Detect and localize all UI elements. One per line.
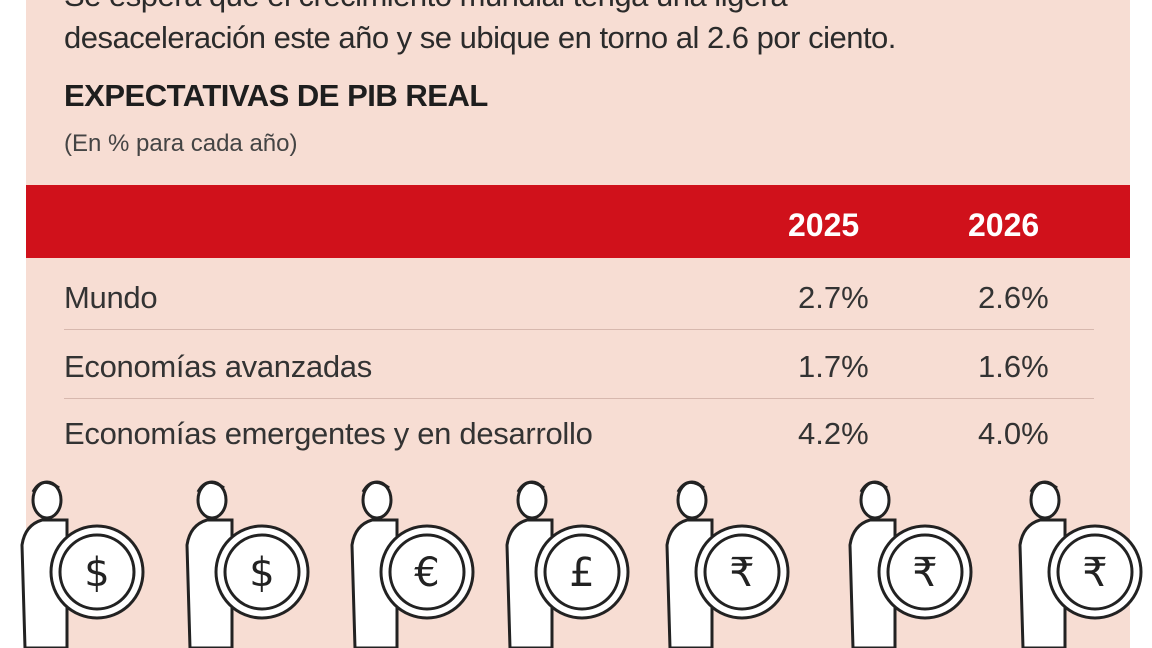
- row-divider: [64, 398, 1094, 399]
- column-header-2026: 2026: [968, 207, 1040, 243]
- person-with-dollar-coin: $: [20, 480, 145, 648]
- table-row: Economías avanzadas 1.7% 1.6%: [64, 331, 1094, 399]
- row-label: Mundo: [64, 280, 158, 315]
- table-row: Economías emergentes y en desarrollo 4.2…: [64, 398, 1094, 466]
- table-subtitle: (En % para cada año): [64, 130, 298, 157]
- svg-text:£: £: [569, 550, 594, 596]
- cell-2026: 4.0%: [978, 416, 1049, 451]
- svg-text:$: $: [249, 550, 274, 596]
- row-divider: [64, 329, 1094, 330]
- cell-2025: 1.7%: [798, 349, 869, 384]
- person-with-pound-coin: £: [505, 480, 630, 648]
- table-row: Mundo 2.7% 2.6%: [64, 262, 1094, 330]
- intro-line-2: desaceleración este año y se ubique en t…: [64, 20, 896, 55]
- cell-2025: 2.7%: [798, 280, 869, 315]
- row-label: Economías avanzadas: [64, 349, 372, 384]
- person-with-euro-coin: €: [350, 480, 475, 648]
- table-title: EXPECTATIVAS DE PIB REAL: [64, 78, 488, 113]
- cell-2025: 4.2%: [798, 416, 869, 451]
- person-with-rupee-coin: ₹: [848, 480, 973, 648]
- svg-text:₹: ₹: [1082, 550, 1107, 596]
- person-with-rupee-coin: ₹: [1018, 480, 1143, 648]
- cell-2026: 2.6%: [978, 280, 1049, 315]
- table-header: 2025 2026: [26, 185, 1130, 258]
- person-with-rupee-coin: ₹: [665, 480, 790, 648]
- svg-text:₹: ₹: [729, 550, 754, 596]
- svg-text:$: $: [84, 550, 109, 596]
- svg-text:₹: ₹: [912, 550, 937, 596]
- person-with-dollar-coin: $: [185, 480, 310, 648]
- row-label: Economías emergentes y en desarrollo: [64, 416, 593, 451]
- svg-text:€: €: [414, 550, 439, 596]
- intro-line-1: Se espera que el crecimiento mundial ten…: [64, 0, 788, 14]
- column-header-2025: 2025: [788, 207, 860, 243]
- people-with-coins-illustration: $ $ € £ ₹ ₹ ₹: [20, 480, 1143, 648]
- cell-2026: 1.6%: [978, 349, 1049, 384]
